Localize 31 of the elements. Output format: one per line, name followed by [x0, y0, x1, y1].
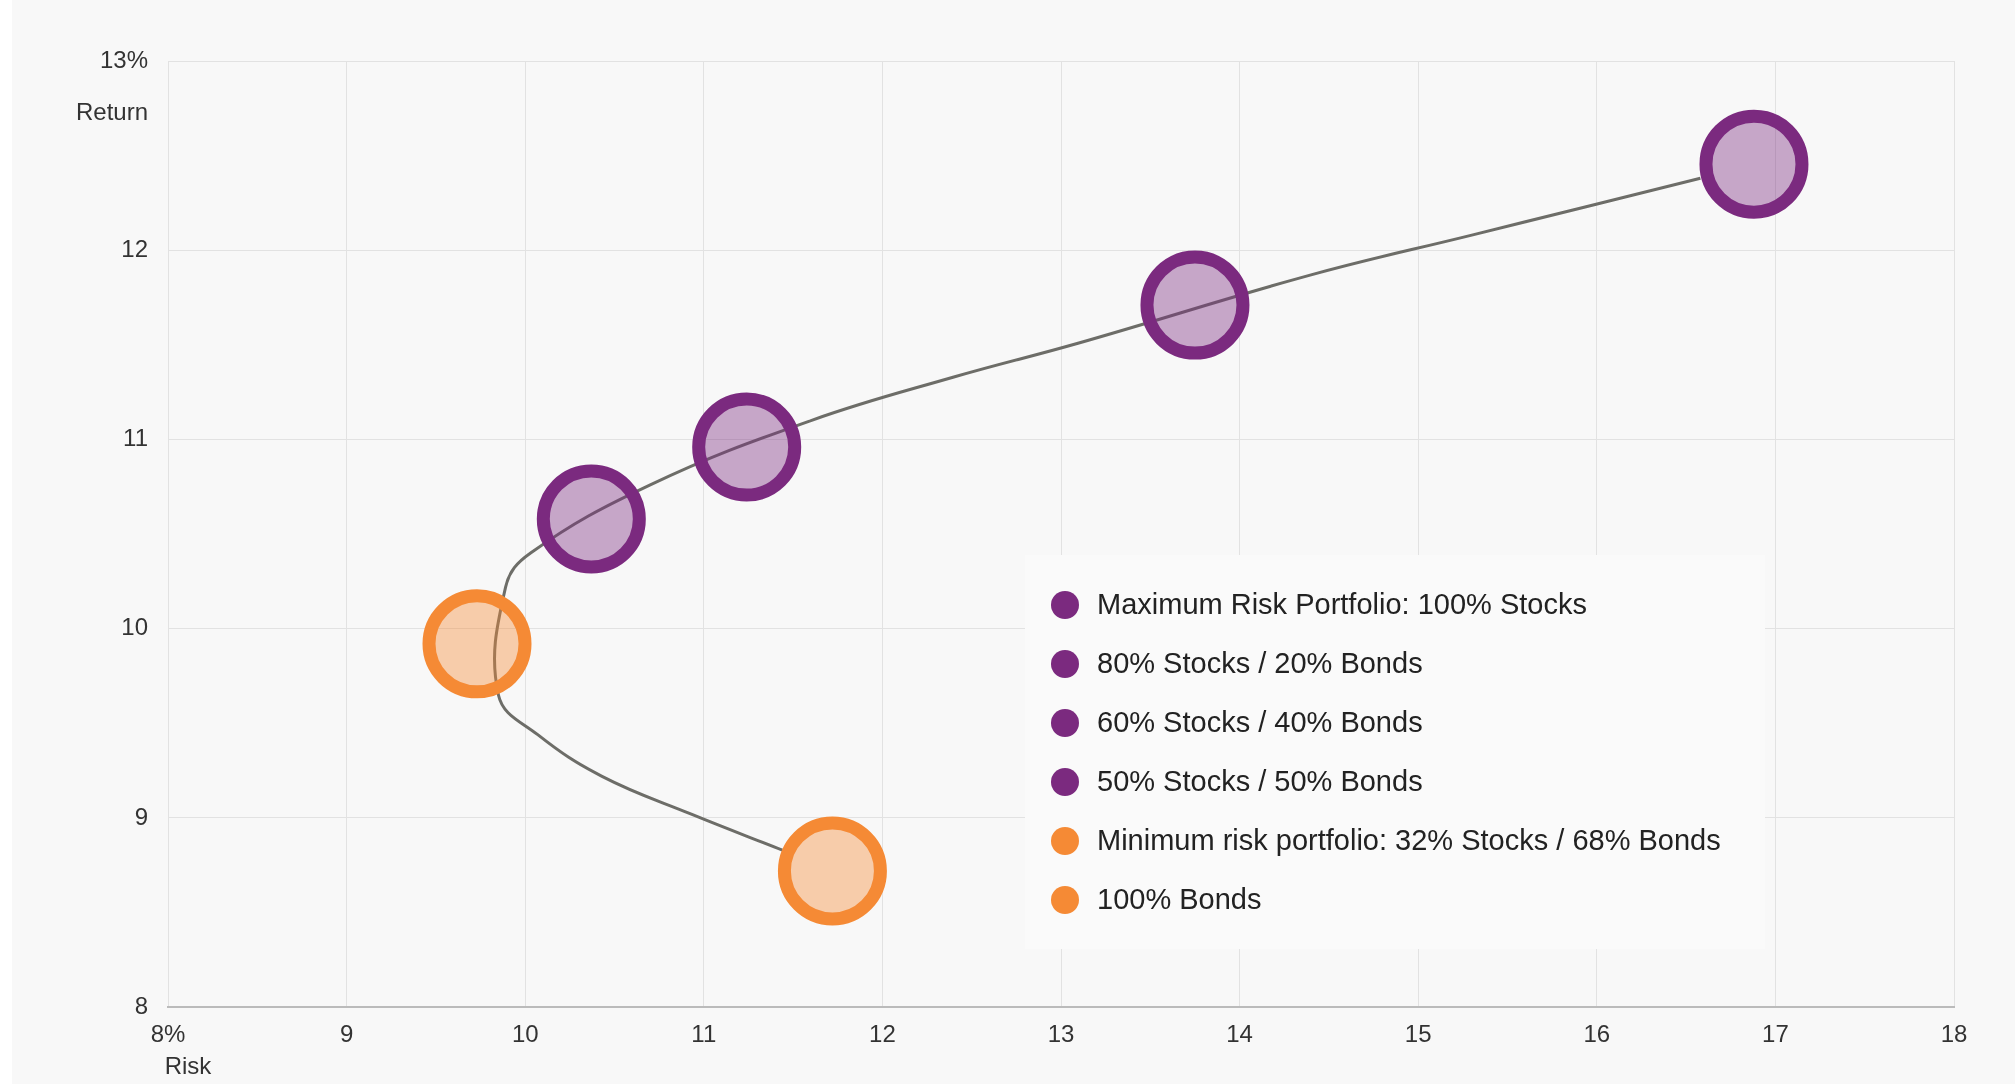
y-tick-label: 13% [99, 45, 149, 73]
legend-label: 50% Stocks / 50% Bonds [1097, 765, 1423, 798]
point [1699, 109, 1809, 219]
x-axis-title: Risk [164, 1051, 213, 1079]
x-tick-label: 9 [339, 1020, 354, 1048]
x-tick-label: 12 [869, 1020, 896, 1048]
point [692, 392, 802, 502]
x-tick-label: 13 [1047, 1020, 1075, 1048]
legend-label: 100% Bonds [1097, 883, 1262, 916]
point [777, 816, 887, 926]
x-tick-label: 8% [150, 1020, 186, 1048]
x-tick-label: 14 [1226, 1020, 1253, 1048]
x-tick-label: 15 [1404, 1020, 1432, 1048]
point [422, 589, 532, 699]
y-axis-title: Return [75, 97, 149, 125]
x-tick-label: 16 [1583, 1020, 1611, 1048]
y-tick-label: 9 [134, 802, 149, 830]
x-tick-label: 18 [1940, 1020, 1968, 1048]
x-tick-label: 17 [1762, 1020, 1789, 1048]
y-tick-label: 10 [121, 613, 149, 641]
x-tick-label: 10 [511, 1020, 539, 1048]
legend-label: Minimum risk portfolio: 32% Stocks / 68% Bonds [1097, 824, 1721, 857]
point [1140, 250, 1250, 360]
y-tick-label: 12 [121, 234, 149, 262]
x-tick-label: 11 [691, 1020, 717, 1048]
legend-label: Maximum Risk Portfolio: 100% Stocks [1097, 588, 1587, 621]
y-tick-label: 11 [123, 424, 149, 452]
legend-label: 60% Stocks / 40% Bonds [1097, 706, 1423, 739]
legend-label: 80% Stocks / 20% Bonds [1097, 647, 1423, 680]
point [536, 464, 646, 574]
y-tick-label: 8 [134, 991, 149, 1019]
